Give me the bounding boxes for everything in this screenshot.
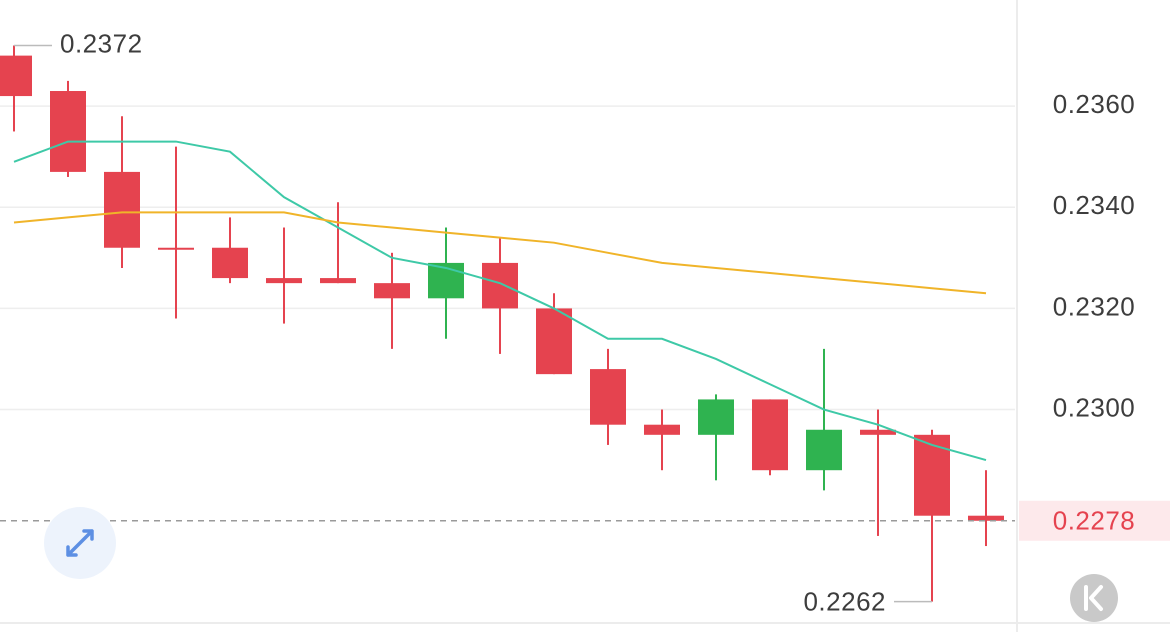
candle-body [806,429,842,471]
candle-body [914,434,950,516]
candle-body [860,429,896,435]
k-button[interactable] [1070,574,1118,622]
expand-button[interactable] [44,507,116,579]
candle-body [968,515,1004,521]
last-price-tag [1019,500,1170,541]
candle-body [536,308,572,375]
candle-body [266,278,302,284]
candle-body [590,369,626,425]
max-label: 0.2372 [60,28,143,58]
min-label: 0.2262 [803,587,886,617]
candle-body [50,91,86,172]
candle-body [374,283,410,299]
candle-body [752,399,788,471]
y-tick-label: 0.2320 [1053,291,1136,321]
k-button-bg[interactable] [1070,574,1118,622]
moving-average-line [13,211,987,295]
candle-body [0,55,32,97]
candle-body [482,262,518,309]
candle-body [698,399,734,435]
y-tick-label: 0.2340 [1053,190,1136,220]
candle-body [644,424,680,435]
y-tick-label: 0.2360 [1053,89,1136,119]
last-price-label: 0.2278 [1053,506,1136,536]
moving-average-line [13,140,987,462]
y-tick-label: 0.2300 [1053,392,1136,422]
k-icon[interactable] [1084,585,1103,611]
candle-body [158,247,194,250]
expand-icon[interactable] [66,529,94,557]
candle-body [320,278,356,284]
candle-body [212,247,248,279]
candle-body [104,171,140,248]
